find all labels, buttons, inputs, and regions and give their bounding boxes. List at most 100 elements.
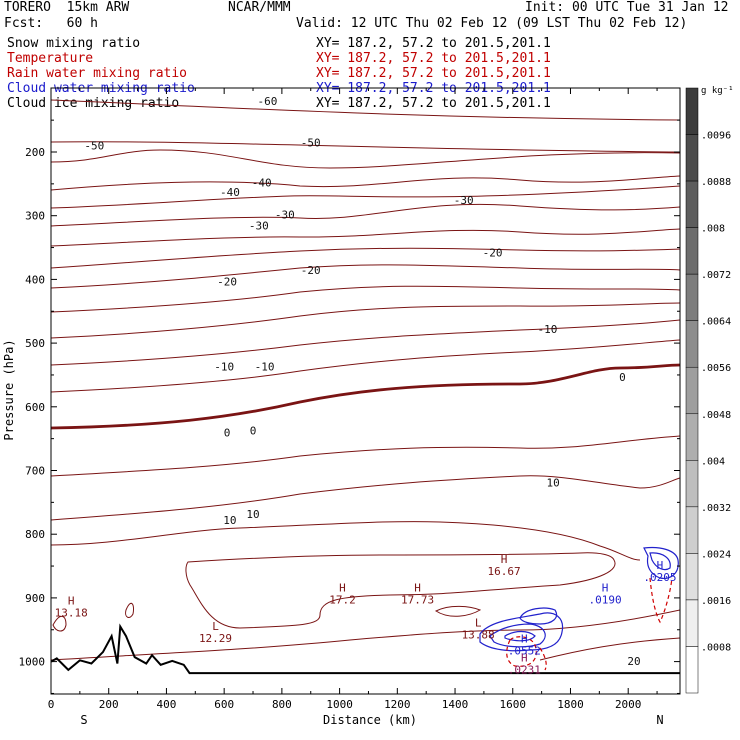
y-tick-label: 400 <box>25 273 45 286</box>
colorbar-tick-label: .0032 <box>701 503 731 514</box>
temperature-contour-line <box>51 339 680 393</box>
temperature-contour-label: 20 <box>627 655 640 668</box>
extremum-marker: H <box>657 559 664 572</box>
temperature-contour-line <box>51 141 680 153</box>
x-tick-label: 1000 <box>326 698 353 711</box>
colorbar-band <box>685 553 699 601</box>
center-title: NCAR/MMM <box>228 0 291 15</box>
field-xy-snow: XY= 187.2, 57.2 to 201.5,201.1 <box>316 36 551 51</box>
cloud-water-contour <box>643 546 679 579</box>
rain-water-contour <box>649 577 673 624</box>
temperature-contour-label: 10 <box>223 514 236 527</box>
y-tick-label: 500 <box>25 337 45 350</box>
colorbar-unit: g kg⁻¹ <box>701 86 734 96</box>
colorbar-band <box>685 460 699 508</box>
colorbar-band <box>685 273 699 321</box>
temperature-contour-line <box>51 247 680 269</box>
colorbar-tick-label: .0096 <box>701 131 731 142</box>
field-xy-cloud-ice: XY= 187.2, 57.2 to 201.5,201.1 <box>316 96 551 111</box>
colorbar-tick-label: .008 <box>701 224 725 235</box>
temperature-contour-label: 0 <box>250 424 257 437</box>
temperature-contour-line <box>51 285 680 313</box>
temperature-contour-line <box>539 637 680 661</box>
y-axis-label: Pressure (hPa) <box>2 339 16 440</box>
extremum-marker: H <box>339 582 346 595</box>
temperature-contour-line <box>51 609 680 661</box>
temperature-contour-label: -40 <box>220 186 240 199</box>
x-tick-label: 1200 <box>384 698 411 711</box>
x-tick-label: 2000 <box>615 698 642 711</box>
x-tick-label: 400 <box>157 698 177 711</box>
extremum-value: .0190 <box>589 594 622 607</box>
temperature-contour-label: -10 <box>537 323 557 336</box>
temperature-contour-line <box>51 475 680 521</box>
y-tick-label: 700 <box>25 465 45 478</box>
colorbar-tick-label: .0088 <box>701 177 731 188</box>
cloud-water-contour <box>489 623 546 648</box>
temperature-contour-line <box>51 185 680 209</box>
temperature-contour-line <box>51 264 680 289</box>
x-tick-label: 200 <box>99 698 119 711</box>
temperature-contour-line <box>51 363 680 430</box>
plot-frame <box>50 87 681 695</box>
temperature-contour-line <box>51 149 680 169</box>
x-tick-label: 1600 <box>500 698 527 711</box>
colorbar-tick-label: .004 <box>701 456 725 467</box>
colorbar-tick-label: .0024 <box>701 549 731 560</box>
extremum-marker: L <box>212 620 219 633</box>
temperature-contour-label: -30 <box>275 208 295 221</box>
field-label-rain: Rain water mixing ratio <box>7 66 188 81</box>
temperature-contour-line <box>51 302 680 339</box>
cloud-water-contour <box>519 607 558 625</box>
colorbar-tick-label: .0048 <box>701 410 731 421</box>
x-tick-label: 600 <box>214 698 234 711</box>
temperature-contour-label: -20 <box>301 264 321 277</box>
colorbar-tick-label: .0008 <box>701 642 731 653</box>
extremum-value: .0231 <box>508 664 541 677</box>
y-tick-label: 800 <box>25 528 45 541</box>
colorbar-band <box>685 320 699 368</box>
temperature-contour-line <box>51 228 680 247</box>
extremum-marker: H <box>414 582 421 595</box>
x-tick-label: 1800 <box>557 698 584 711</box>
colorbar-band <box>685 227 699 275</box>
temperature-contour-label: -10 <box>214 361 234 374</box>
temperature-contour-label: 10 <box>547 477 560 490</box>
north-label: N <box>656 713 663 727</box>
y-tick-label: 200 <box>25 146 45 159</box>
model-title: TORERO 15km ARW <box>4 0 130 15</box>
temperature-contour-label: 10 <box>246 508 259 521</box>
colorbar-tick-label: .0064 <box>701 317 731 328</box>
extremum-value: 13.88 <box>462 629 495 642</box>
extremum-marker: H <box>602 582 609 595</box>
temperature-contour-label: -10 <box>255 361 275 374</box>
forecast-hour: Fcst: 60 h <box>4 16 98 31</box>
y-tick-label: 900 <box>25 592 45 605</box>
temperature-contour-line <box>51 99 680 121</box>
colorbar-band <box>685 599 699 647</box>
extremum-value: 16.67 <box>488 565 521 578</box>
y-tick-label: 600 <box>25 401 45 414</box>
extremum-value: 17.2 <box>329 594 356 607</box>
temperature-contour-label: 0 <box>619 371 626 384</box>
x-tick-label: 800 <box>272 698 292 711</box>
temperature-contour-label: -20 <box>217 275 237 288</box>
x-axis-label: Distance (km) <box>323 713 417 727</box>
extremum-value: 13.18 <box>55 606 88 619</box>
rain-water-contour <box>506 636 537 667</box>
colorbar-tick-label: .0016 <box>701 596 731 607</box>
temperature-contour-line <box>51 319 680 366</box>
colorbar-tick-label: .0056 <box>701 363 731 374</box>
extremum-value: 12.29 <box>199 632 232 645</box>
temperature-contour-label: 0 <box>224 426 231 439</box>
temperature-contour-line <box>51 203 680 227</box>
y-tick-label: 300 <box>25 210 45 223</box>
temperature-contour-label: -40 <box>252 177 272 190</box>
cloud-water-contour <box>479 612 564 652</box>
init-time: Init: 00 UTC Tue 31 Jan 12 <box>525 0 729 15</box>
south-label: S <box>80 713 87 727</box>
x-tick-label: 0 <box>48 698 55 711</box>
temperature-contour-label: -30 <box>249 219 269 232</box>
colorbar-band <box>685 87 699 135</box>
